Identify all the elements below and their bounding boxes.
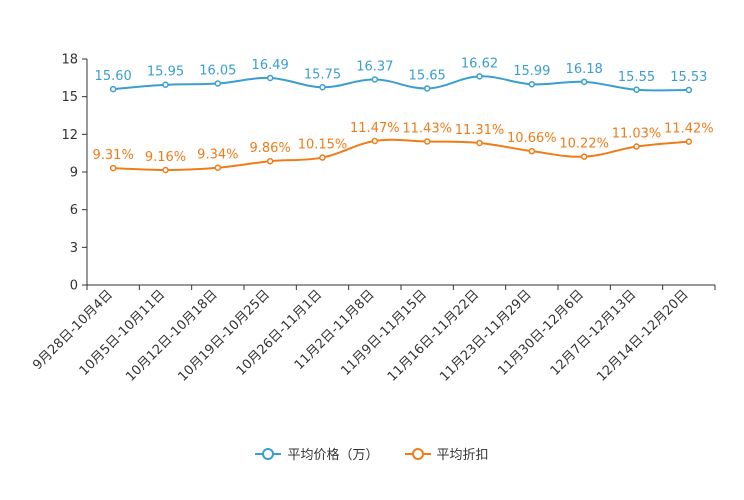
x-tick-label: 10月12日-10月18日 — [123, 287, 220, 384]
data-label-discount: 9.31% — [93, 148, 134, 163]
data-label-discount: 10.22% — [559, 137, 609, 152]
x-tick-label: 12月14日-12月20日 — [594, 287, 691, 384]
x-tick-label: 11月16日-11月22日 — [385, 287, 482, 384]
x-tick-label: 10月19日-10月25日 — [176, 287, 273, 384]
series-line-price — [113, 75, 689, 92]
data-point-discount — [266, 157, 274, 165]
data-point-price — [109, 85, 117, 93]
data-point-discount — [371, 137, 379, 145]
data-point-discount — [685, 138, 693, 145]
data-point-price — [423, 85, 431, 92]
data-point-price — [633, 86, 640, 94]
data-label-discount: 9.86% — [250, 141, 291, 156]
data-label-price: 16.05 — [199, 63, 236, 78]
y-tick-label: 15 — [61, 90, 78, 105]
data-point-discount — [109, 164, 117, 172]
data-point-price — [162, 81, 169, 88]
data-point-discount — [162, 166, 169, 174]
legend-line-circle-icon — [255, 447, 282, 461]
chart-legend: 平均价格（万） 平均折扣 — [0, 444, 744, 463]
data-label-discount: 11.03% — [612, 127, 662, 142]
data-label-price: 15.53 — [670, 70, 707, 85]
data-label-price: 16.62 — [461, 56, 498, 71]
data-point-price — [528, 80, 536, 88]
data-point-price — [266, 74, 274, 82]
data-point-price — [476, 73, 483, 80]
y-tick-label: 9 — [70, 166, 78, 181]
data-label-discount: 10.66% — [507, 131, 557, 146]
data-label-price: 15.60 — [95, 69, 132, 84]
data-point-price — [685, 86, 693, 94]
data-point-discount — [423, 138, 431, 145]
x-tick-label: 11月23日-11月29日 — [437, 287, 534, 384]
y-tick-label: 3 — [70, 241, 78, 256]
data-point-discount — [476, 139, 483, 147]
data-label-price: 16.49 — [252, 58, 289, 73]
data-point-discount — [633, 143, 640, 150]
data-label-discount: 9.16% — [145, 150, 186, 165]
data-point-discount — [528, 147, 536, 155]
y-tick-label: 6 — [70, 203, 78, 218]
data-label-discount: 11.31% — [455, 123, 505, 138]
data-label-price: 15.95 — [147, 65, 184, 80]
legend-label-discount: 平均折扣 — [436, 448, 489, 463]
data-label-discount: 10.15% — [298, 138, 348, 153]
data-point-price — [580, 78, 588, 86]
data-label-price: 15.55 — [618, 70, 655, 85]
data-label-price: 15.65 — [409, 69, 446, 84]
data-point-discount — [580, 153, 588, 160]
legend-line-circle-icon — [404, 447, 431, 461]
legend-item-price[interactable]: 平均价格（万） — [255, 444, 379, 463]
data-point-discount — [319, 154, 326, 161]
y-tick-label: 18 — [61, 53, 78, 68]
y-tick-label: 0 — [70, 279, 78, 294]
data-point-discount — [214, 164, 222, 171]
data-label-discount: 9.34% — [197, 148, 238, 163]
y-tick-label: 12 — [61, 128, 78, 143]
series-line-discount — [113, 138, 689, 171]
data-label-price: 15.99 — [513, 64, 550, 79]
data-point-price — [319, 84, 326, 91]
legend-label-price: 平均价格（万） — [287, 448, 379, 463]
data-label-discount: 11.43% — [402, 121, 452, 136]
data-label-price: 16.18 — [566, 62, 603, 77]
data-label-discount: 11.47% — [350, 121, 400, 136]
data-point-price — [371, 76, 379, 83]
legend-item-discount[interactable]: 平均折扣 — [404, 444, 489, 463]
data-label-price: 15.75 — [304, 67, 341, 82]
data-point-price — [214, 80, 222, 87]
data-label-discount: 11.42% — [664, 122, 714, 137]
data-label-price: 16.37 — [356, 59, 393, 74]
